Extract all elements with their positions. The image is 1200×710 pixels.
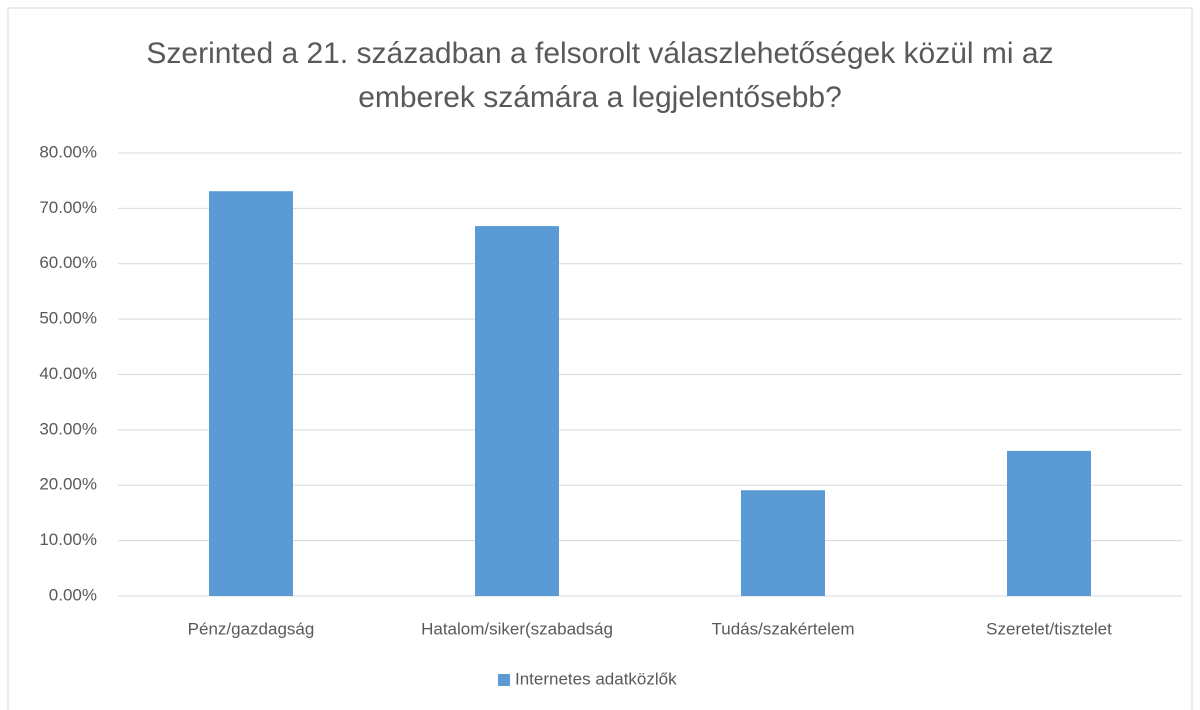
legend-swatch (498, 674, 510, 686)
y-tick-label: 0.00% (49, 585, 97, 604)
bar (475, 226, 559, 596)
y-tick-label: 10.00% (39, 530, 97, 549)
y-tick-label: 40.00% (39, 364, 97, 383)
bar (209, 191, 293, 597)
y-tick-label: 30.00% (39, 419, 97, 438)
y-tick-label: 60.00% (39, 253, 97, 272)
chart-title: Szerinted a 21. században a felsorolt vá… (146, 37, 1054, 114)
y-tick-label: 70.00% (39, 198, 97, 217)
legend-label: Internetes adatközlők (515, 669, 677, 688)
bar (1007, 450, 1091, 596)
x-tick-label: Szeretet/tisztelet (986, 619, 1112, 638)
y-tick-label: 80.00% (39, 142, 97, 161)
y-tick-label: 50.00% (39, 309, 97, 328)
bar (741, 490, 825, 596)
x-tick-label: Tudás/szakértelem (712, 619, 855, 638)
y-tick-label: 20.00% (39, 475, 97, 494)
chart-border (7, 7, 1193, 710)
x-tick-label: Pénz/gazdagság (188, 619, 315, 638)
x-tick-label: Hatalom/siker(szabadság (421, 619, 613, 638)
